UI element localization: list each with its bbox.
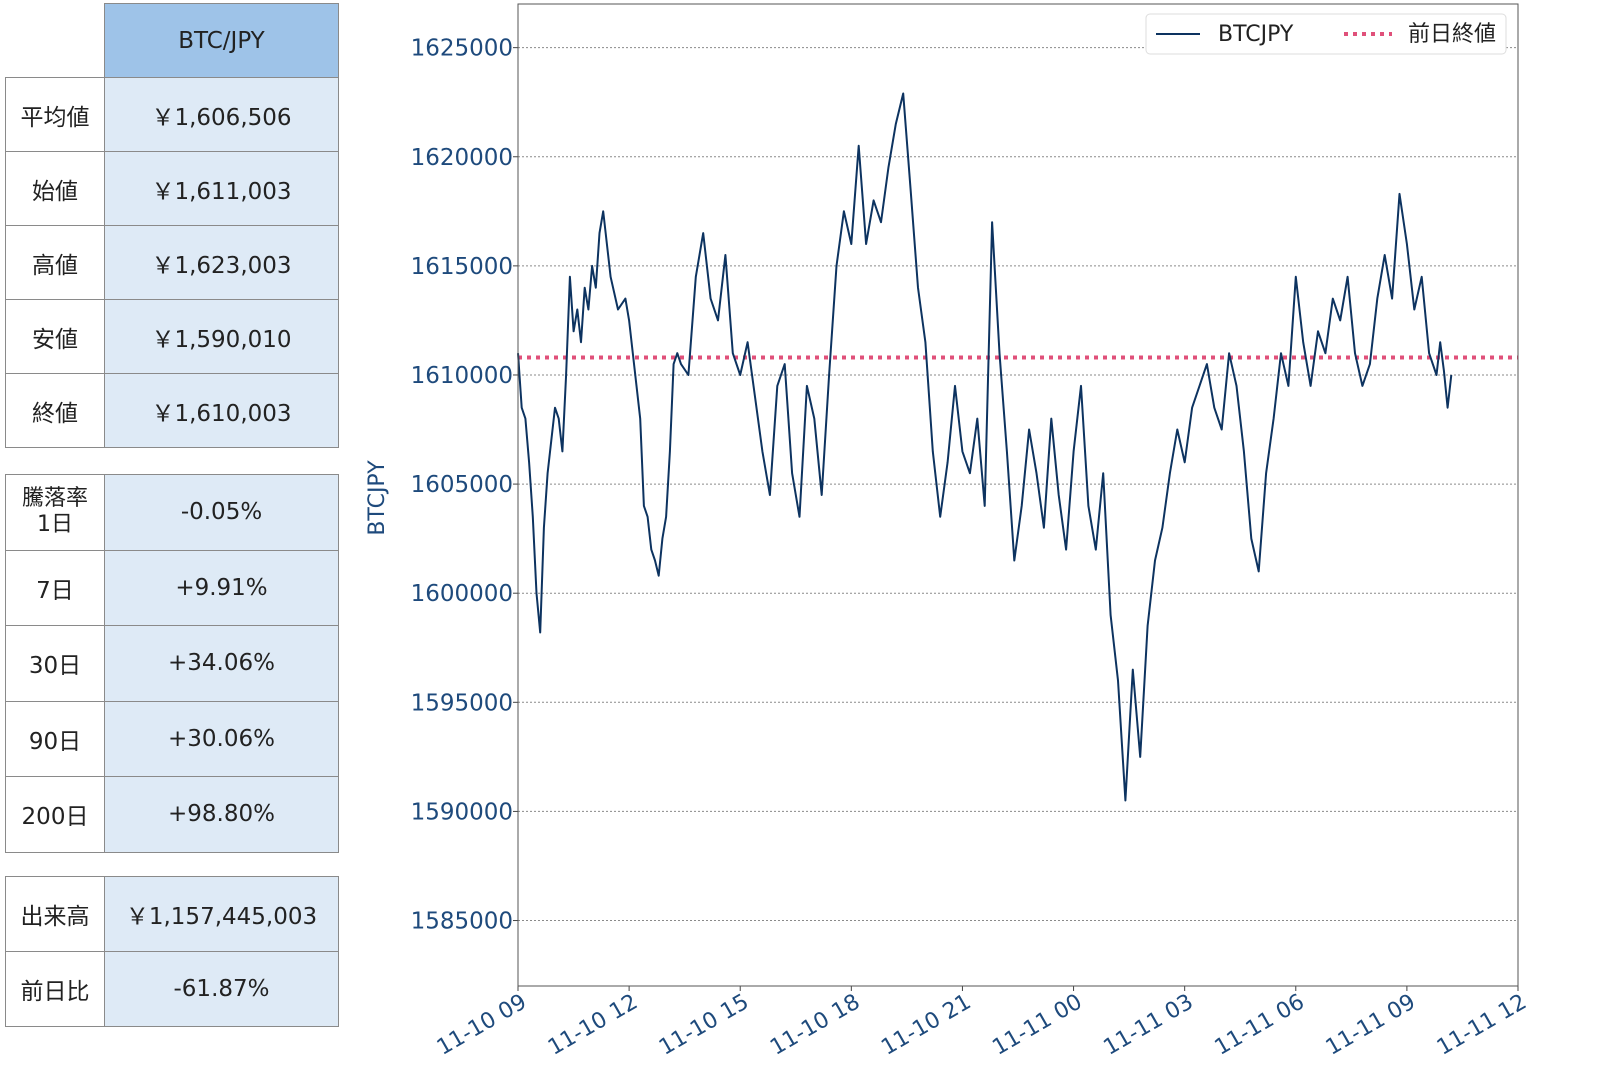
row-label-1d-text: 騰落率 1日 [21, 486, 88, 538]
volume-table: 出来高 ￥1,157,445,003 前日比 -61.87% [5, 876, 339, 1027]
table-corner-blank [6, 4, 105, 78]
row-value-200d: +98.80% [104, 776, 339, 853]
table-row: 90日 +30.06% [5, 700, 339, 777]
x-axis-ticks: 11-10 09 11-10 12 11-10 15 11-10 18 11-10 21… [433, 986, 1531, 1061]
y-tick-label: 1595000 [411, 690, 513, 716]
btcjpy-line-chart: 1585000 1590000 1595000 1600000 1605000 16100… [365, 3, 1531, 1061]
x-tick-label: 11-11 06 [1211, 990, 1309, 1061]
row-label-200d: 200日 [5, 776, 105, 853]
row-label-low: 安値 [5, 299, 105, 374]
grid-lines [518, 47, 1518, 922]
x-tick-label: 11-11 03 [1099, 990, 1197, 1061]
summary-table-header: BTC/JPY [104, 3, 339, 78]
table-row: 30日 +34.06% [5, 625, 339, 702]
y-axis-label: BTCJPY [365, 460, 390, 536]
table-row: 騰落率 1日 -0.05% [5, 474, 339, 551]
btcjpy-series-line [517, 92, 1453, 802]
x-tick-label: 11-10 21 [877, 990, 975, 1061]
table-row: 7日 +9.91% [5, 549, 339, 626]
row-label-average: 平均値 [5, 77, 105, 152]
row-value-7d: +9.91% [104, 549, 339, 626]
y-tick-label: 1615000 [411, 254, 513, 280]
row-value-90d: +30.06% [104, 700, 339, 777]
y-tick-label: 1590000 [411, 799, 513, 825]
legend-box [1145, 13, 1507, 55]
row-label-volume: 出来高 [5, 876, 105, 952]
row-value-30d: +34.06% [104, 625, 339, 702]
table-row: 出来高 ￥1,157,445,003 [5, 876, 339, 952]
x-tick-label: 11-11 12 [1433, 990, 1531, 1061]
row-label-open: 始値 [5, 151, 105, 226]
legend: BTCJPY 前日終値 [1145, 13, 1507, 55]
row-label-90d: 90日 [5, 700, 105, 777]
legend-label-prev-close: 前日終値 [1408, 22, 1496, 47]
row-label-close: 終値 [5, 373, 105, 448]
table-row: 終値 ￥1,610,003 [5, 373, 339, 448]
plot-frame [517, 3, 1519, 987]
y-tick-label: 1610000 [411, 363, 513, 389]
row-value-volume: ￥1,157,445,003 [104, 876, 339, 952]
row-value-average: ￥1,606,506 [104, 77, 339, 152]
table-row: 200日 +98.80% [5, 776, 339, 853]
table-row: 安値 ￥1,590,010 [5, 299, 339, 374]
y-tick-label: 1600000 [411, 581, 513, 607]
x-tick-label: 11-10 18 [766, 990, 864, 1061]
row-value-prev-day: -61.87% [104, 951, 339, 1027]
row-label-high: 高値 [5, 225, 105, 300]
y-tick-label: 1605000 [411, 472, 513, 498]
table-row: 高値 ￥1,623,003 [5, 225, 339, 300]
y-tick-label: 1620000 [411, 145, 513, 171]
row-value-open: ￥1,611,003 [104, 151, 339, 226]
legend-label-btcjpy: BTCJPY [1218, 22, 1294, 47]
y-axis-ticks: 1585000 1590000 1595000 1600000 1605000 16100… [411, 36, 518, 935]
table-row: 始値 ￥1,611,003 [5, 151, 339, 226]
table-row: 前日比 -61.87% [5, 951, 339, 1027]
row-value-low: ￥1,590,010 [104, 299, 339, 374]
row-value-1d: -0.05% [104, 474, 339, 551]
row-label-prev-day: 前日比 [5, 951, 105, 1027]
summary-table: BTC/JPY 平均値 ￥1,606,506 始値 ￥1,611,003 高値 … [5, 3, 339, 448]
x-tick-label: 11-11 00 [988, 990, 1086, 1061]
change-rate-table: 騰落率 1日 -0.05% 7日 +9.91% 30日 +34.06% 90日 … [5, 474, 339, 853]
y-tick-label: 1585000 [411, 909, 513, 935]
row-label-30d: 30日 [5, 625, 105, 702]
row-value-high: ￥1,623,003 [104, 225, 339, 300]
x-tick-label: 11-11 09 [1322, 990, 1420, 1061]
table-row: 平均値 ￥1,606,506 [5, 77, 339, 152]
y-tick-label: 1625000 [411, 36, 513, 62]
x-tick-label: 11-10 12 [544, 990, 642, 1061]
x-tick-label: 11-10 09 [433, 990, 531, 1061]
row-label-1d: 騰落率 1日 [5, 474, 105, 551]
x-tick-label: 11-10 15 [655, 990, 753, 1061]
row-label-7d: 7日 [5, 549, 105, 626]
row-value-close: ￥1,610,003 [104, 373, 339, 448]
